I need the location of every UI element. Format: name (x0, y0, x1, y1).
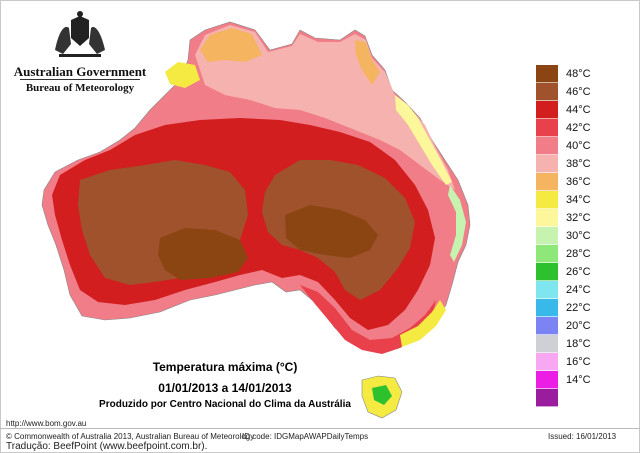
legend-label: 44°C (566, 104, 591, 116)
legend-item: 48°C (536, 65, 626, 83)
legend-item: 24°C (536, 281, 626, 299)
legend-label: 14°C (566, 374, 591, 386)
temperature-legend: 48°C 46°C 44°C 42°C 40°C 38°C 36°C 34°C 32°C 30°C… (536, 65, 626, 407)
legend-swatch (536, 263, 558, 281)
legend-swatch (536, 119, 558, 137)
logo-divider (20, 79, 140, 80)
legend-label: 24°C (566, 284, 591, 296)
cape-york-orange (355, 40, 380, 85)
legend-label: 42°C (566, 122, 591, 134)
legend-swatch (536, 245, 558, 263)
east-coast-green (448, 185, 466, 262)
legend-swatch (536, 65, 558, 83)
legend-label: 48°C (566, 68, 591, 80)
legend-label: 16°C (566, 356, 591, 368)
legend-item: 36°C (536, 173, 626, 191)
legend-swatch (536, 83, 558, 101)
legend-swatch (536, 281, 558, 299)
legend-item: 20°C (536, 317, 626, 335)
legend-swatch (536, 371, 558, 389)
copyright-text: © Commonwealth of Australia 2013, Austra… (6, 432, 255, 441)
legend-item: 22°C (536, 299, 626, 317)
north-orange-band (200, 28, 262, 62)
australia-temperature-map (41, 21, 471, 419)
map-caption: Temperatura máxima (°C) 01/01/2013 a 14/… (90, 360, 360, 411)
source-url: http://www.bom.gov.au (6, 419, 87, 428)
heat-48-core-west (158, 228, 248, 280)
legend-label: 36°C (566, 176, 591, 188)
legend-item: 18°C (536, 335, 626, 353)
map-period: 01/01/2013 a 14/01/2013 (158, 381, 292, 395)
government-name: Australian Government (13, 64, 147, 79)
legend-swatch (536, 173, 558, 191)
footer-divider (0, 428, 640, 429)
issued-date: Issued: 16/01/2013 (548, 432, 617, 441)
legend-label: 20°C (566, 320, 591, 332)
government-logo: Australian Government Bureau of Meteorol… (10, 10, 150, 100)
legend-swatch (536, 209, 558, 227)
map-producer: Produzido por Centro Nacional do Clima d… (99, 399, 351, 410)
legend-swatch (536, 317, 558, 335)
translation-credit: Tradução: BeefPoint (www.beefpoint.com.b… (6, 441, 208, 452)
legend-item: 46°C (536, 83, 626, 101)
legend-item (536, 389, 626, 407)
legend-swatch (536, 101, 558, 119)
legend-label: 38°C (566, 158, 591, 170)
legend-item: 38°C (536, 155, 626, 173)
legend-item: 34°C (536, 191, 626, 209)
legend-item: 14°C (536, 371, 626, 389)
north-warm-band (195, 25, 455, 190)
map-title: Temperatura máxima (°C) (152, 360, 298, 374)
heat-48-core-east (285, 205, 378, 258)
legend-item: 16°C (536, 353, 626, 371)
coat-of-arms-icon (55, 11, 105, 57)
legend-item: 30°C (536, 227, 626, 245)
legend-label: 46°C (566, 86, 591, 98)
legend-label: 26°C (566, 266, 591, 278)
legend-swatch (536, 227, 558, 245)
legend-swatch (536, 137, 558, 155)
legend-swatch (536, 299, 558, 317)
legend-label: 34°C (566, 194, 591, 206)
legend-swatch (536, 335, 558, 353)
legend-swatch (536, 353, 558, 371)
legend-label: 22°C (566, 302, 591, 314)
legend-swatch (536, 155, 558, 173)
legend-label: 28°C (566, 248, 591, 260)
tasmania-cool-core (372, 385, 392, 405)
legend-item: 44°C (536, 101, 626, 119)
id-code-text: ID code: IDGMapAWAPDailyTemps (242, 432, 369, 441)
southeast-cool-fringe (400, 300, 446, 347)
north-yellow-patch (165, 62, 200, 88)
bureau-name: Bureau of Meteorology (25, 82, 135, 94)
east-yellow-strip (395, 95, 452, 185)
legend-label: 18°C (566, 338, 591, 350)
legend-item: 42°C (536, 119, 626, 137)
legend-label: 30°C (566, 230, 591, 242)
legend-item: 40°C (536, 137, 626, 155)
legend-label: 40°C (566, 140, 591, 152)
legend-label: 32°C (566, 212, 591, 224)
legend-swatch (536, 191, 558, 209)
legend-swatch (536, 389, 558, 407)
legend-item: 32°C (536, 209, 626, 227)
legend-item: 28°C (536, 245, 626, 263)
legend-item: 26°C (536, 263, 626, 281)
